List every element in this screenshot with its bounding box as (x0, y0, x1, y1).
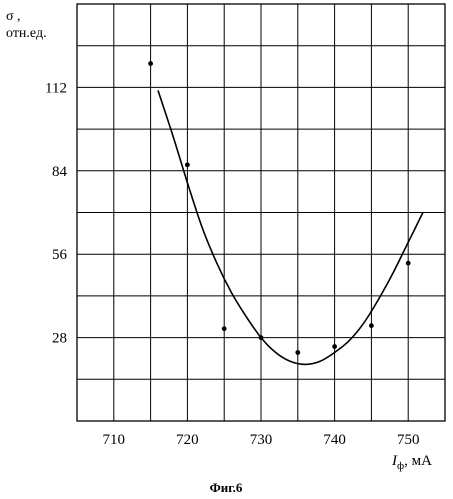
y-tick-label: 56 (52, 247, 68, 263)
data-point (369, 323, 374, 328)
grid (77, 4, 445, 421)
y-tick-label: 112 (45, 80, 67, 96)
y-tick-label: 28 (52, 331, 67, 347)
y-axis-symbol: σ , (6, 9, 21, 24)
x-tick-label: 750 (397, 432, 420, 448)
y-axis-unit: отн.ед. (6, 26, 47, 41)
x-axis-label: Iф, мА (391, 453, 432, 472)
x-axis-unit: , мА (404, 453, 432, 469)
x-tick-label: 720 (176, 432, 199, 448)
data-point (406, 261, 411, 266)
data-point (295, 350, 300, 355)
data-point (222, 326, 227, 331)
y-tick-labels: 28 56 84 112 (45, 80, 67, 346)
data-point (332, 344, 337, 349)
x-tick-label: 710 (103, 432, 126, 448)
x-tick-label: 730 (250, 432, 273, 448)
fit-curve (158, 90, 423, 364)
figure-caption: Фиг.6 (210, 480, 243, 495)
data-point (259, 335, 264, 340)
data-point (185, 162, 190, 167)
data-point (148, 61, 153, 66)
y-tick-label: 84 (52, 164, 68, 180)
x-axis-subscript: ф (397, 460, 404, 472)
x-tick-label: 740 (323, 432, 346, 448)
x-tick-labels: 710 720 730 740 750 (103, 432, 420, 448)
